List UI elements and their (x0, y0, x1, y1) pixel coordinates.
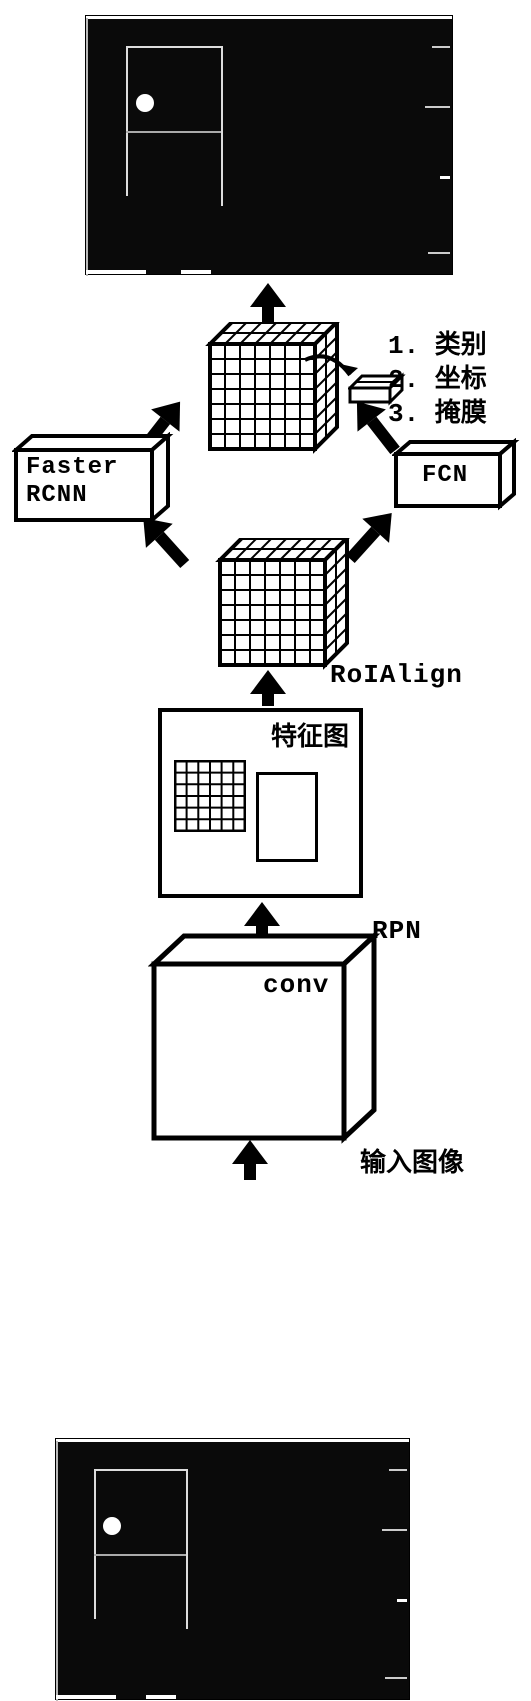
fcn-block: FCN (392, 438, 522, 516)
output-image (85, 15, 453, 275)
fcn-label: FCN (422, 462, 468, 489)
conv-label: conv (263, 970, 329, 1000)
input-image (55, 1438, 410, 1700)
feature-map-block: 特征图 (158, 708, 363, 898)
output-item-3: 3. 掩膜 (388, 392, 487, 429)
feature-map-label: 特征图 (271, 716, 349, 753)
feature-map-inner-grid (174, 760, 246, 832)
arrow-featuremap-to-roialign (250, 670, 286, 706)
conv-block: conv (148, 930, 388, 1145)
faster-rcnn-label-line1: Faster (26, 454, 118, 481)
input-image-label: 输入图像 (360, 1142, 464, 1179)
output-item-1: 1. 类别 (388, 324, 487, 361)
faster-rcnn-label-line2: RCNN (26, 482, 88, 509)
curved-arrow-to-vector (300, 350, 370, 395)
roialign-label: RoIAlign (330, 660, 463, 690)
feature-map-inner-rect (256, 772, 318, 862)
output-item-2: 2. 坐标 (388, 358, 487, 395)
arrow-input-to-conv (232, 1140, 268, 1180)
